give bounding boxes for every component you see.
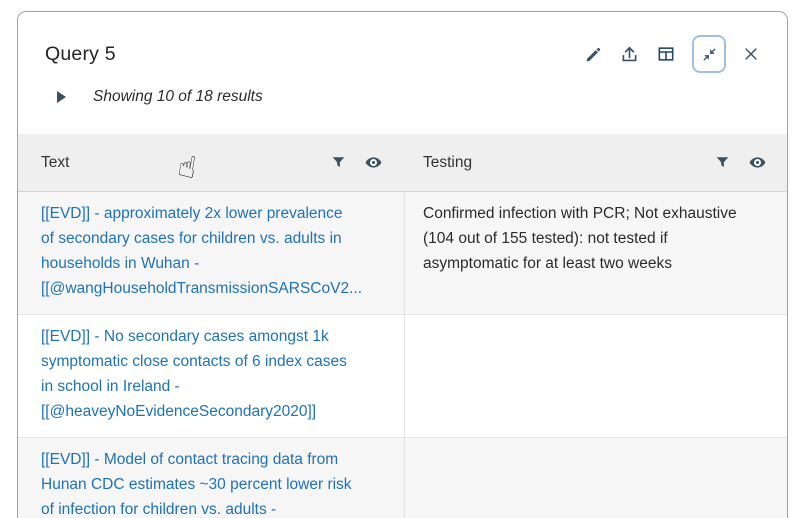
collapse-button[interactable] [692,35,726,73]
panel-header: Query 5 [18,12,787,73]
table-header-row: Text [18,134,787,192]
result-text-link[interactable]: [[EVD]] - No secondary cases amongst 1k … [18,315,405,437]
pencil-icon [586,47,601,61]
panel-title: Query 5 [45,42,116,65]
eye-icon [365,157,382,168]
expand-results-toggle-icon[interactable] [57,91,66,103]
results-table: Text [18,134,787,518]
close-icon [745,48,757,60]
filter-icon [716,157,729,168]
query-results-panel: Query 5 [17,11,788,518]
visibility-text-column-button[interactable] [362,153,385,172]
results-summary: Showing 10 of 18 results [93,88,263,105]
table-row: [[EVD]] - Model of contact tracing data … [18,438,787,518]
column-label: Testing [423,153,473,171]
result-testing-value [405,315,787,437]
filter-testing-column-button[interactable] [714,154,731,171]
result-text-link[interactable]: [[EVD]] - Model of contact tracing data … [18,438,405,518]
results-summary-row: Showing 10 of 18 results [57,87,787,107]
result-text-link[interactable]: [[EVD]] - approximately 2x lower prevale… [18,192,405,314]
result-testing-value [405,438,787,518]
table-row: [[EVD]] - No secondary cases amongst 1k … [18,315,787,438]
visibility-testing-column-button[interactable] [746,153,769,172]
upload-icon [622,46,637,61]
export-button[interactable] [619,44,640,65]
table-icon [658,47,674,61]
eye-icon [749,157,766,168]
column-label: Text [41,153,70,171]
filter-icon [332,157,345,168]
column-header-text: Text [18,153,405,172]
result-testing-value: Confirmed infection with PCR; Not exhaus… [423,205,737,272]
filter-text-column-button[interactable] [330,154,347,171]
edit-query-button[interactable] [584,45,603,64]
toolbar [584,35,760,73]
table-view-button[interactable] [656,44,676,64]
column-header-testing: Testing [405,153,787,172]
collapse-arrows-icon [702,47,716,61]
table-row: [[EVD]] - approximately 2x lower prevale… [18,192,787,315]
close-button[interactable] [742,45,760,63]
